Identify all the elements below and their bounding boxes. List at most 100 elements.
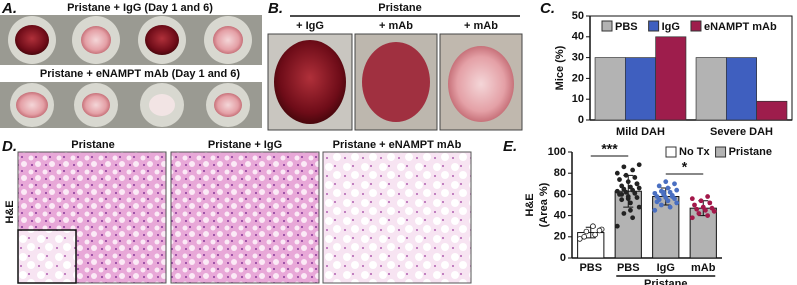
- y-tick-label: 0: [560, 252, 566, 264]
- histology: [322, 151, 472, 284]
- data-point: [621, 211, 627, 216]
- data-point: [669, 194, 675, 199]
- data-point: [663, 179, 669, 185]
- y-tick-label: 60: [554, 188, 566, 200]
- data-point: [674, 187, 680, 193]
- row-title: Pristane + eNAMPT mAb (Day 1 and 6): [40, 68, 241, 80]
- lung: [274, 40, 346, 124]
- data-point: [689, 196, 695, 202]
- data-point: [625, 179, 631, 185]
- data-point: [583, 228, 590, 235]
- caption: + IgG: [296, 20, 324, 32]
- data-point: [689, 215, 695, 221]
- caption: + mAb: [379, 20, 413, 32]
- y-axis-label: H&E: [524, 193, 536, 216]
- lung-dishes: [10, 83, 250, 127]
- x-tick-label: PBS: [617, 262, 640, 274]
- data-point: [658, 202, 664, 208]
- caption: Pristane: [71, 139, 114, 151]
- legend-swatch: [665, 146, 677, 158]
- data-point: [632, 175, 638, 180]
- legend-swatch: [601, 20, 613, 32]
- data-point: [705, 194, 711, 199]
- data-point: [581, 234, 587, 240]
- y-tick-label: 40: [554, 210, 566, 222]
- panel-label: E.: [503, 138, 517, 155]
- data-point: [577, 236, 583, 242]
- legend-label: eNAMPT mAb: [704, 21, 777, 33]
- data-point: [614, 188, 620, 194]
- bar: [725, 57, 757, 121]
- x-tick-label: PBS: [579, 262, 602, 274]
- row-label: H&E: [4, 200, 16, 223]
- significance: *: [682, 159, 688, 175]
- x-tick-label: Mild DAH: [616, 126, 665, 138]
- panel-label: B.: [268, 0, 283, 17]
- data-point: [614, 170, 620, 176]
- data-point: [636, 162, 642, 168]
- data-point: [590, 223, 596, 230]
- y-tick-label: 0: [578, 114, 584, 126]
- data-point: [636, 204, 642, 210]
- data-point: [665, 185, 671, 191]
- data-point: [654, 199, 660, 205]
- data-point: [630, 215, 636, 221]
- data-point: [592, 231, 598, 238]
- y-tick-label: 20: [572, 72, 584, 84]
- data-point: [694, 206, 700, 212]
- data-point: [707, 200, 713, 206]
- lung: [448, 46, 514, 122]
- data-point: [628, 200, 633, 206]
- data-point: [652, 190, 658, 196]
- data-point: [634, 195, 640, 200]
- y-tick-label: 100: [548, 146, 566, 158]
- significance: ***: [601, 141, 618, 157]
- caption: + mAb: [464, 20, 498, 32]
- legend-swatch: [715, 146, 727, 158]
- bar: [695, 57, 727, 121]
- lung-dishes: [8, 16, 252, 64]
- legend-label: No Tx: [679, 146, 710, 158]
- data-point: [661, 189, 666, 195]
- data-point: [614, 223, 620, 229]
- data-point: [667, 189, 673, 195]
- data-point: [656, 183, 662, 189]
- y-tick-label: 40: [572, 31, 584, 43]
- data-point: [619, 183, 625, 189]
- panel-label: A.: [1, 0, 17, 17]
- data-point: [674, 200, 680, 206]
- legend-swatch: [648, 20, 660, 32]
- data-point: [705, 213, 711, 219]
- bar: [624, 57, 656, 121]
- data-point: [696, 211, 702, 216]
- data-point: [628, 207, 633, 213]
- data-point: [619, 192, 625, 197]
- y-tick-label: 50: [572, 10, 584, 22]
- bar: [652, 196, 680, 259]
- data-point: [709, 205, 715, 211]
- data-point: [596, 227, 603, 234]
- data-point: [700, 204, 706, 210]
- data-point: [623, 172, 629, 178]
- row-title: Pristane + IgG (Day 1 and 6): [67, 2, 213, 14]
- inset: [17, 229, 77, 284]
- data-point: [636, 185, 642, 191]
- legend-label: IgG: [662, 21, 680, 33]
- lung: [362, 42, 430, 122]
- x-tick-label: Severe DAH: [710, 126, 773, 138]
- data-point: [628, 184, 633, 190]
- data-point: [698, 198, 704, 204]
- bar: [756, 100, 788, 121]
- data-point: [625, 196, 631, 202]
- caption: Pristane + eNAMPT mAb: [333, 139, 462, 151]
- panel-label: D.: [2, 138, 17, 155]
- legend-label: Pristane: [729, 146, 772, 158]
- data-point: [692, 202, 697, 208]
- data-point: [621, 164, 627, 170]
- data-point: [652, 207, 658, 213]
- histology: [170, 151, 320, 284]
- legend-label: PBS: [615, 21, 638, 33]
- bar: [594, 57, 626, 121]
- group-title: Pristane: [378, 2, 421, 14]
